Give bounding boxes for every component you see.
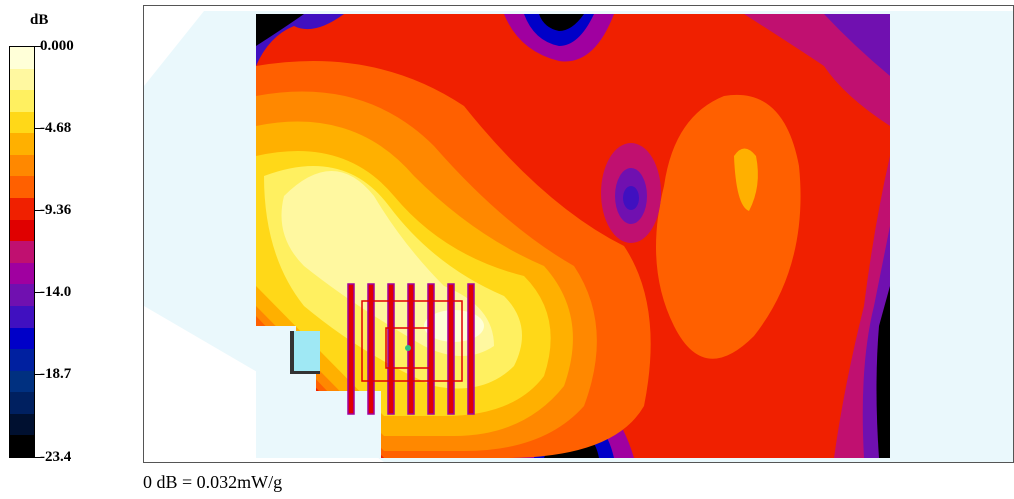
colorbar-swatch bbox=[10, 284, 34, 306]
colorbar-tick-label: 0.000 bbox=[40, 38, 74, 54]
colorbar-tick bbox=[34, 374, 42, 376]
colorbar-swatch bbox=[10, 327, 34, 350]
colorbar-tick-label: -4.68 bbox=[40, 120, 72, 137]
sar-heatmap bbox=[144, 11, 1013, 462]
colorbar-tick-label: -14.0 bbox=[40, 283, 72, 300]
antenna-strip bbox=[387, 283, 395, 415]
colorbar-swatch bbox=[10, 262, 34, 285]
contour-right-lobe bbox=[656, 94, 801, 359]
colorbar-swatch bbox=[10, 176, 34, 199]
colorbar-tick bbox=[34, 46, 42, 47]
colorbar-swatch bbox=[10, 305, 34, 328]
colorbar-unit-label: dB bbox=[30, 12, 49, 28]
colorbar-swatch bbox=[10, 154, 34, 177]
plot-area bbox=[143, 5, 1014, 463]
colorbar-swatch bbox=[10, 133, 34, 155]
peak-marker bbox=[405, 345, 411, 351]
colorbar-tick bbox=[34, 457, 42, 458]
antenna-strip bbox=[367, 283, 375, 415]
colorbar-swatch bbox=[10, 241, 34, 263]
antenna-array bbox=[347, 283, 475, 415]
colorbar-swatch bbox=[10, 219, 34, 242]
colorbar-swatch bbox=[10, 392, 34, 414]
colorbar-tick bbox=[34, 291, 42, 293]
colorbar-tick-label: -18.7 bbox=[40, 366, 72, 383]
colorbar-tick-label: -23.4 bbox=[40, 449, 72, 465]
field-contours bbox=[256, 14, 1013, 462]
antenna-strip bbox=[347, 283, 355, 415]
zoom-scan-inner bbox=[385, 327, 431, 369]
antenna-strip bbox=[427, 283, 435, 415]
reference-note: 0 dB = 0.032mW/g bbox=[143, 472, 283, 492]
colorbar-swatch bbox=[10, 90, 34, 112]
colorbar-swatch bbox=[10, 198, 34, 220]
antenna-strip bbox=[447, 283, 455, 415]
colorbar-swatch bbox=[10, 435, 34, 457]
colorbar-tick bbox=[34, 210, 42, 212]
colorbar-swatch bbox=[10, 349, 34, 371]
colorbar bbox=[9, 46, 35, 458]
colorbar-swatch bbox=[10, 111, 34, 134]
colorbar-swatch bbox=[10, 47, 34, 69]
colorbar-tick-label: -9.36 bbox=[40, 202, 72, 219]
colorbar-swatch bbox=[10, 370, 34, 393]
colorbar-swatch bbox=[10, 413, 34, 436]
zoom-scan-outer bbox=[361, 300, 463, 382]
colorbar-swatch bbox=[10, 68, 34, 91]
colorbar-tick bbox=[34, 128, 42, 130]
antenna-strip bbox=[467, 283, 475, 415]
